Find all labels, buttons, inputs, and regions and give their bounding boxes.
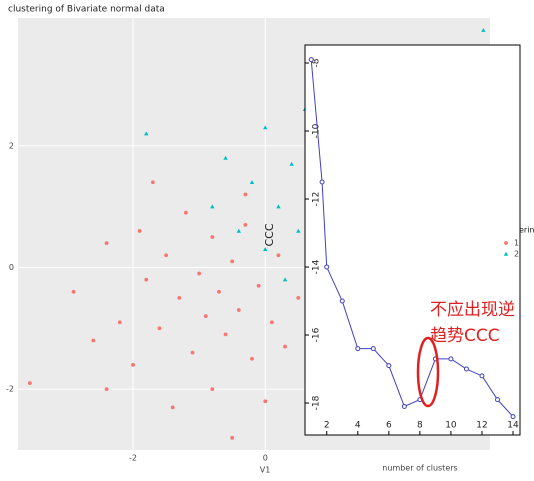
- x-axis-label: number of clusters: [382, 464, 457, 473]
- x-tick-label: 0: [263, 454, 268, 463]
- x-tick-label: 6: [386, 421, 392, 431]
- point: [210, 387, 215, 392]
- legend-label: 1: [514, 239, 519, 248]
- x-tick-label: 10: [445, 421, 457, 431]
- point: [263, 247, 268, 251]
- x-tick-label: 4: [355, 421, 361, 431]
- point: [296, 228, 301, 233]
- point: [494, 397, 500, 403]
- y-tick-label: 0: [9, 263, 14, 272]
- point: [164, 253, 168, 258]
- point: [131, 362, 135, 367]
- point: [250, 356, 254, 361]
- point: [355, 346, 361, 352]
- point: [319, 179, 325, 185]
- point: [210, 235, 215, 239]
- point: [27, 381, 32, 385]
- point: [463, 366, 469, 372]
- point: [236, 308, 241, 312]
- point: [324, 264, 330, 270]
- legend-key: [504, 241, 508, 245]
- y-tick-label: -12: [312, 192, 322, 207]
- point: [256, 283, 261, 288]
- point: [184, 210, 188, 215]
- point: [481, 27, 486, 32]
- x-tick-label: 8: [417, 421, 423, 431]
- point: [386, 363, 392, 369]
- point: [448, 356, 454, 362]
- annotation: 趋势CCC: [430, 326, 500, 346]
- point: [243, 192, 248, 197]
- x-tick-label: -2: [129, 454, 137, 463]
- point: [296, 295, 301, 300]
- point: [510, 414, 516, 420]
- point: [104, 387, 109, 392]
- y-tick-label: -14: [312, 259, 322, 274]
- point: [249, 180, 255, 185]
- x-tick-label: 14: [507, 421, 519, 431]
- point: [217, 289, 221, 294]
- chart-title: clustering of Bivariate normal data: [8, 5, 165, 15]
- point: [269, 320, 274, 325]
- point: [283, 344, 287, 349]
- point: [370, 346, 376, 352]
- point: [91, 338, 96, 343]
- point: [263, 125, 268, 130]
- point: [223, 332, 228, 337]
- y-tick-label: -10: [312, 123, 322, 138]
- point: [236, 228, 241, 233]
- x-axis-label: V1: [260, 466, 271, 475]
- point: [263, 399, 268, 404]
- legend-label: 2: [514, 250, 519, 259]
- point: [276, 204, 281, 209]
- point: [339, 298, 345, 304]
- point: [197, 271, 202, 276]
- point: [223, 155, 228, 160]
- point: [144, 277, 149, 282]
- point: [71, 289, 76, 294]
- point: [230, 435, 235, 440]
- point: [190, 350, 195, 355]
- y-tick-label: -8: [312, 58, 322, 67]
- point: [479, 373, 485, 379]
- overlay-box: [304, 44, 521, 436]
- point: [276, 253, 281, 258]
- point: [243, 222, 248, 227]
- point: [203, 314, 208, 319]
- point: [210, 204, 215, 209]
- point: [104, 241, 109, 246]
- point: [282, 277, 288, 282]
- highlight-ellipse: [416, 336, 440, 408]
- point: [308, 57, 314, 63]
- legend-key: [503, 251, 509, 256]
- point: [230, 259, 235, 264]
- annotation: 不应出现逆: [430, 300, 515, 320]
- point: [157, 326, 162, 331]
- point: [401, 403, 407, 409]
- line-layer: -8-10-12-14-16-182 4 6 8 10 12 14: [305, 57, 519, 435]
- y-tick-label: -2: [6, 385, 14, 394]
- point: [137, 229, 142, 233]
- point: [170, 405, 175, 410]
- x-tick-label: 12: [476, 421, 487, 431]
- x-tick-label: 2: [324, 421, 330, 431]
- point: [177, 295, 182, 300]
- y-axis-label: CCC: [263, 223, 276, 246]
- y-tick-label: -16: [312, 327, 322, 342]
- point: [289, 161, 294, 166]
- point: [117, 320, 122, 325]
- y-tick-label: 2: [9, 141, 14, 150]
- point: [150, 180, 155, 185]
- point: [144, 131, 149, 136]
- y-tick-label: -18: [312, 395, 322, 410]
